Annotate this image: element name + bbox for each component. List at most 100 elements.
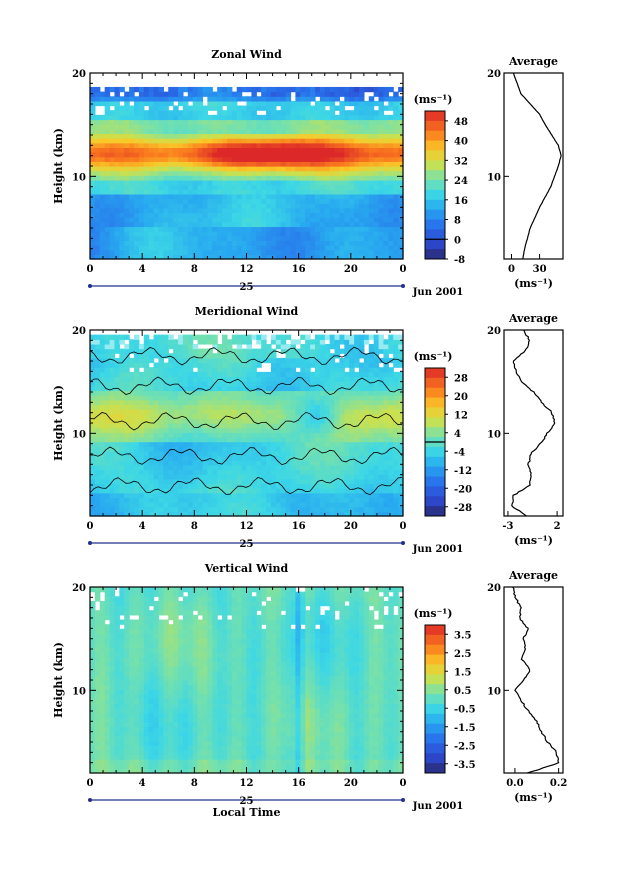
heatmap-cell — [261, 390, 267, 396]
heatmap-cell — [256, 166, 262, 172]
heatmap-cell — [192, 404, 199, 410]
heatmap-cell — [339, 91, 345, 97]
heatmap-cell — [295, 381, 301, 387]
heatmap-cell — [251, 207, 257, 214]
heatmap-cell — [143, 343, 150, 350]
heatmap-cell — [349, 502, 355, 508]
heatmap-cell — [109, 460, 116, 466]
heatmap-cell — [270, 226, 277, 232]
heatmap-cell — [314, 511, 321, 517]
heatmap-cell — [275, 193, 282, 200]
heatmap-cell — [398, 86, 404, 93]
heatmap-cell — [134, 385, 140, 392]
heatmap-cell — [393, 166, 399, 172]
heatmap-cell — [378, 432, 385, 438]
heatmap-cell — [270, 147, 277, 153]
heatmap-cell — [251, 152, 257, 158]
heatmap-cell — [138, 492, 145, 498]
heatmap-cell — [251, 166, 257, 172]
heatmap-cell — [314, 488, 321, 494]
heatmap-cell — [368, 460, 375, 466]
heatmap-cell — [398, 207, 404, 214]
heatmap-cell — [373, 497, 380, 503]
heatmap-cell — [192, 418, 199, 424]
heatmap-cell — [339, 128, 345, 135]
heatmap-cell — [368, 450, 375, 457]
heatmap-cell — [99, 147, 106, 153]
heatmap-cell — [182, 413, 189, 419]
heatmap-cell — [368, 119, 375, 125]
heatmap-cell — [295, 339, 301, 345]
heatmap-cell — [124, 418, 130, 424]
heatmap-cell — [212, 497, 218, 503]
colorbar-swatch — [425, 140, 445, 151]
heatmap-cell — [358, 152, 365, 158]
heatmap-cell — [358, 483, 365, 489]
heatmap-cell — [324, 511, 331, 517]
heatmap-cell — [187, 390, 194, 396]
heatmap-cell — [94, 96, 101, 102]
heatmap-cell — [236, 395, 243, 401]
heatmap-cell — [349, 128, 355, 135]
heatmap-cell — [339, 86, 345, 93]
heatmap-cell — [393, 193, 399, 200]
heatmap-cell — [143, 488, 150, 494]
heatmap-cell — [119, 423, 125, 429]
heatmap-cell — [324, 455, 331, 461]
heatmap-cell — [378, 203, 385, 209]
heatmap-cell — [94, 469, 101, 475]
heatmap-cell — [119, 124, 125, 130]
heatmap-cell — [354, 441, 360, 447]
heatmap-cell — [393, 385, 399, 392]
heatmap-cell — [138, 497, 145, 503]
heatmap-cell — [90, 436, 96, 443]
heatmap-cell — [104, 348, 111, 354]
heatmap-cell — [124, 138, 130, 144]
heatmap-cell — [363, 114, 370, 121]
heatmap-cell — [173, 469, 179, 475]
heatmap-cell — [236, 455, 243, 461]
heatmap-cell — [319, 404, 326, 410]
heatmap-cell — [226, 492, 233, 498]
heatmap-cell — [388, 193, 394, 200]
heatmap-cell — [99, 464, 106, 471]
heatmap-cell — [300, 450, 306, 457]
heatmap-cell — [300, 395, 306, 401]
heatmap-cell — [192, 348, 199, 354]
heatmap-cell — [368, 436, 375, 443]
heatmap-cell — [280, 502, 287, 508]
heatmap-cell — [158, 446, 164, 452]
heatmap-cell — [163, 217, 169, 223]
heatmap-cell — [329, 427, 336, 433]
heatmap-cell — [368, 381, 375, 387]
heatmap-cell — [251, 128, 257, 135]
heatmap-cell — [182, 385, 189, 392]
heatmap-cell — [329, 455, 336, 461]
heatmap-cell — [226, 404, 233, 410]
heatmap-cell — [319, 91, 326, 97]
heatmap-cell — [373, 189, 380, 195]
heatmap-cell — [192, 413, 199, 419]
heatmap-cell — [266, 147, 272, 153]
heatmap-cell — [99, 446, 106, 452]
heatmap-cell — [266, 488, 272, 494]
heatmap-cell — [158, 423, 164, 429]
heatmap-cell — [187, 460, 194, 466]
heatmap-cell — [266, 390, 272, 396]
heatmap-cell — [109, 86, 116, 93]
heatmap-cell — [246, 221, 252, 228]
heatmap-cell — [94, 147, 101, 153]
heatmap-cell — [349, 497, 355, 503]
heatmap-cell — [363, 193, 370, 200]
heatmap-cell — [168, 474, 174, 480]
heatmap-cell — [388, 343, 394, 350]
heatmap-cell — [300, 152, 306, 158]
heatmap-cell — [134, 423, 140, 429]
heatmap-cell — [143, 128, 150, 135]
heatmap-cell — [163, 409, 169, 415]
heatmap-cell — [266, 464, 272, 471]
heatmap-cell — [182, 460, 189, 466]
heatmap-cell — [398, 381, 404, 387]
heatmap-cell — [168, 409, 174, 415]
heatmap-cell — [285, 446, 292, 452]
